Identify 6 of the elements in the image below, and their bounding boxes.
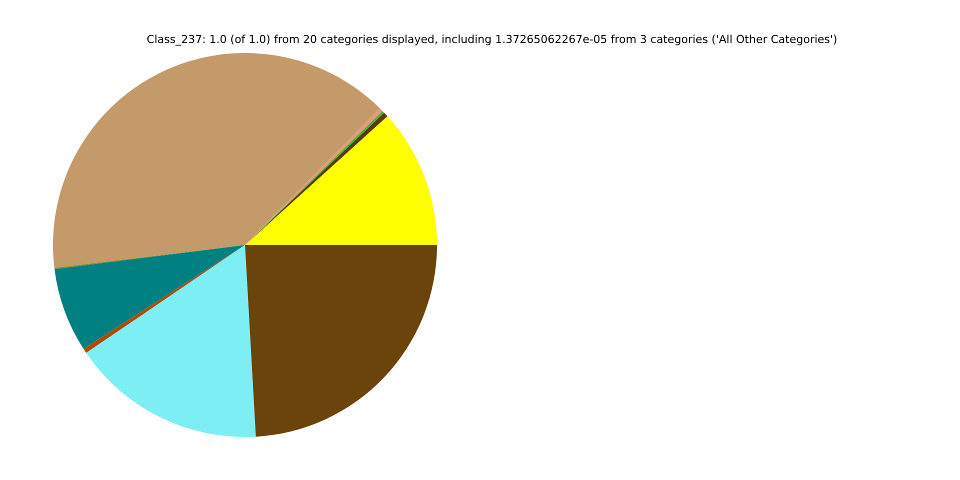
pie-slice	[245, 116, 437, 245]
pie-slice	[245, 245, 437, 437]
pie-slice	[86, 245, 256, 437]
pie-slice	[53, 53, 380, 268]
text: Class_237: 1.0 (of 1.0) from 20 categories displayed, including 1.37265062267e-05 from 3 categories ('All Other Categories')	[146, 33, 838, 46]
pie-slice	[54, 245, 245, 349]
